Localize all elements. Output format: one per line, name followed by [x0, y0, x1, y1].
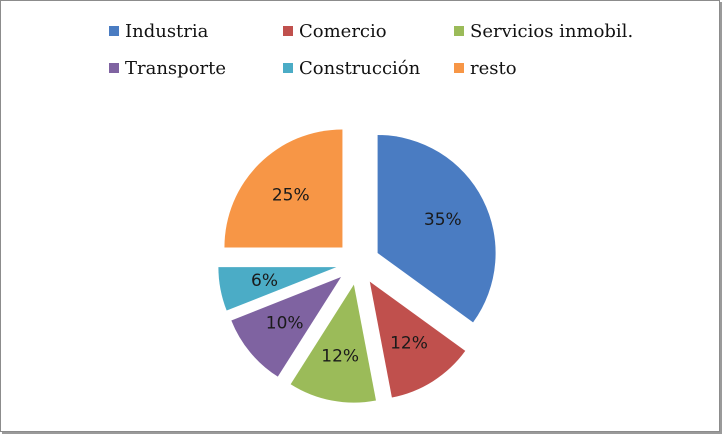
legend-label-comercio: Comercio	[299, 20, 387, 42]
legend-item-construccion: Construcción	[283, 57, 420, 79]
legend-swatch-transporte	[109, 63, 119, 73]
legend-swatch-servicios	[454, 26, 464, 36]
legend: Industria Comercio Servicios inmobil. Tr…	[1, 1, 719, 101]
data-label-transporte: 10%	[266, 314, 304, 334]
legend-item-servicios: Servicios inmobil.	[454, 20, 633, 42]
data-label-comercio: 12%	[390, 333, 428, 353]
data-label-servicios-inmobil: 12%	[321, 346, 359, 366]
legend-swatch-construccion	[283, 63, 293, 73]
legend-label-transporte: Transporte	[125, 57, 227, 79]
legend-item-resto: resto	[454, 57, 517, 79]
legend-swatch-comercio	[283, 26, 293, 36]
legend-swatch-resto	[454, 63, 464, 73]
legend-label-construccion: Construcción	[299, 57, 421, 79]
legend-item-transporte: Transporte	[109, 57, 226, 79]
pie-slice-construccion	[218, 267, 337, 311]
legend-item-industria: Industria	[109, 20, 208, 42]
legend-label-servicios: Servicios inmobil.	[470, 20, 634, 42]
legend-label-industria: Industria	[125, 20, 209, 42]
pie-slice-comercio	[369, 281, 466, 398]
pie-slice-industria	[377, 135, 496, 323]
data-label-industria: 35%	[424, 210, 462, 230]
legend-swatch-industria	[109, 26, 119, 36]
pie-slice-resto	[224, 129, 343, 248]
pie-slice-servicios-inmobil	[290, 284, 376, 403]
data-label-construccion: 6%	[251, 271, 278, 291]
legend-label-resto: resto	[470, 57, 517, 79]
legend-item-comercio: Comercio	[283, 20, 387, 42]
data-label-resto: 25%	[272, 186, 310, 206]
pie-slice-transporte	[231, 277, 342, 377]
